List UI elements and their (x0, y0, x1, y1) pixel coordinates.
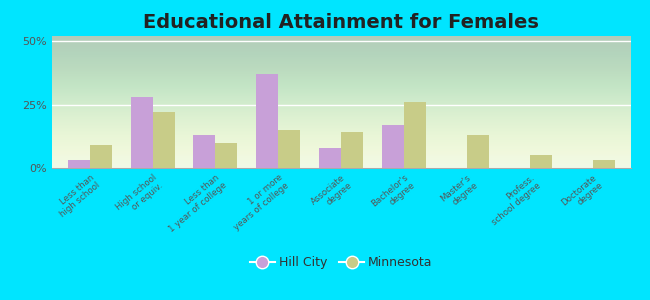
Bar (68, 160, 90, 168)
Bar (593, 160, 615, 168)
Bar (131, 97, 153, 168)
Bar (90, 145, 112, 168)
Bar (467, 135, 489, 168)
Bar (530, 155, 552, 168)
Bar (382, 125, 404, 168)
Bar (153, 112, 175, 168)
Title: Educational Attainment for Females: Educational Attainment for Females (143, 13, 540, 32)
Bar (256, 74, 278, 168)
Legend: Hill City, Minnesota: Hill City, Minnesota (245, 251, 437, 274)
Bar (278, 130, 300, 168)
Bar (194, 135, 216, 168)
Bar (404, 102, 426, 168)
Bar (216, 142, 237, 168)
Bar (341, 133, 363, 168)
Bar (319, 148, 341, 168)
